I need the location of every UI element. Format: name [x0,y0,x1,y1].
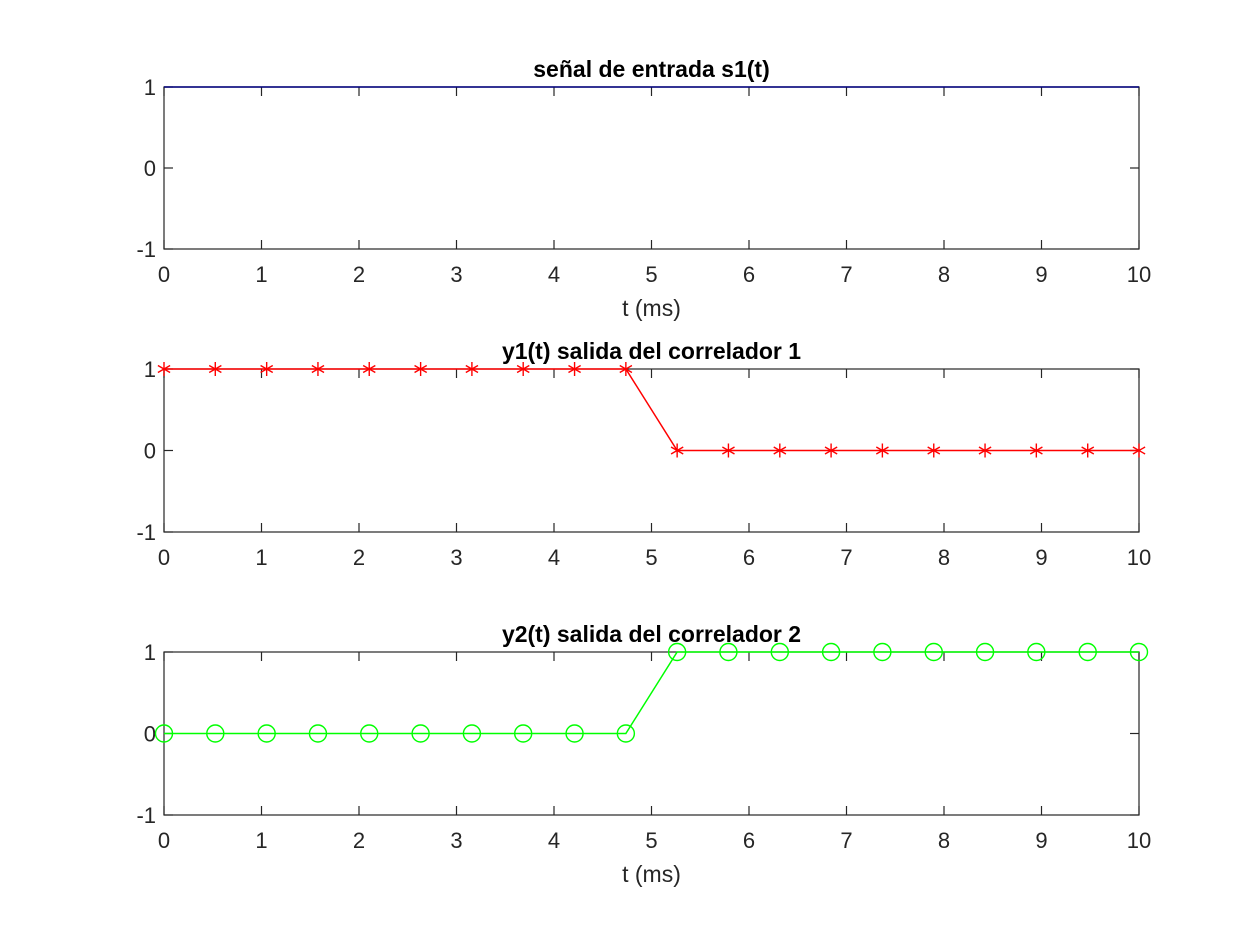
data-point [1132,443,1146,458]
data-point [411,724,430,743]
data-point [208,362,222,376]
x-tick-label: 9 [1035,828,1047,853]
data-point [873,642,892,662]
data-point [978,443,992,458]
x-tick-label: 6 [743,545,755,570]
data-point [670,443,684,458]
data-point [154,724,174,743]
x-tick-label: 4 [548,262,560,287]
data-point [311,362,325,376]
x-tick-label: 0 [158,262,170,287]
x-tick-label: 9 [1035,262,1047,287]
y-tick-label: -1 [136,237,156,262]
data-point [924,642,943,662]
data-point [821,642,841,662]
x-tick-label: 4 [548,545,560,570]
y-tick-label: -1 [136,803,156,828]
data-point [619,362,633,376]
data-point [875,443,889,458]
x-tick-label: 1 [255,545,267,570]
data-point [568,362,582,376]
data-point [465,362,479,376]
data-point [1078,642,1097,662]
data-point [927,443,941,458]
x-tick-label: 6 [743,828,755,853]
x-tick-label: 10 [1127,262,1151,287]
chart-title: y1(t) salida del correlador 1 [502,338,801,364]
data-point [1027,642,1046,662]
data-point [770,642,790,662]
x-tick-label: 8 [938,545,950,570]
data-point [360,724,379,743]
data-point [975,642,995,662]
x-tick-label: 6 [743,262,755,287]
x-tick-label: 0 [158,828,170,853]
data-point [157,362,171,376]
x-tick-label: 1 [255,828,267,853]
x-tick-label: 10 [1127,828,1151,853]
x-axis-label: t (ms) [622,295,681,321]
data-point [206,724,225,743]
data-point [462,724,482,743]
x-tick-label: 2 [353,262,365,287]
x-tick-label: 0 [158,545,170,570]
y-tick-label: 0 [144,439,156,464]
x-tick-label: 8 [938,262,950,287]
x-tick-label: 1 [255,262,267,287]
series-line [164,368,1139,452]
x-tick-label: 7 [840,262,852,287]
x-tick-label: 8 [938,828,950,853]
x-tick-label: 4 [548,828,560,853]
x-tick-label: 5 [645,262,657,287]
data-point [414,362,428,376]
data-point [308,724,328,743]
y-tick-label: 1 [144,75,156,100]
axes-box [163,86,1140,250]
data-point [260,362,274,376]
data-point [773,443,787,458]
x-tick-label: 3 [450,262,462,287]
y-tick-label: 0 [144,156,156,181]
data-point [513,724,533,743]
data-point [565,724,584,743]
data-point [667,642,687,662]
data-point [616,724,636,743]
x-tick-label: 10 [1127,545,1151,570]
data-point [362,362,376,376]
data-point [257,724,276,743]
y-tick-label: 1 [144,357,156,382]
x-tick-label: 2 [353,545,365,570]
data-point [1029,443,1043,458]
x-tick-label: 5 [645,828,657,853]
data-point [516,362,530,376]
chart-title: y2(t) salida del correlador 2 [502,621,801,647]
x-tick-label: 5 [645,545,657,570]
data-point [719,642,738,662]
y-tick-label: 0 [144,722,156,747]
x-tick-label: 2 [353,828,365,853]
chart-title: señal de entrada s1(t) [533,56,769,82]
x-tick-label: 9 [1035,545,1047,570]
data-point [721,443,735,458]
x-tick-label: 7 [840,545,852,570]
y-tick-label: 1 [144,640,156,665]
data-point [1081,443,1095,458]
x-tick-label: 3 [450,828,462,853]
y-tick-label: -1 [136,520,156,545]
x-axis-label: t (ms) [622,861,681,887]
x-tick-label: 7 [840,828,852,853]
x-tick-label: 3 [450,545,462,570]
data-point [824,443,838,458]
data-point [1129,642,1149,662]
